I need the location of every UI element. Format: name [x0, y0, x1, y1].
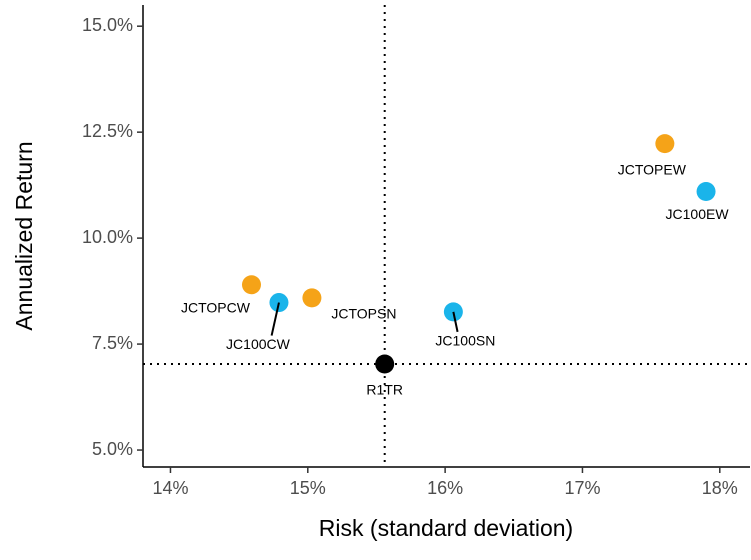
y-tick-label: 7.5%	[92, 333, 133, 353]
x-axis-title: Risk (standard deviation)	[319, 515, 573, 541]
y-tick-label: 5.0%	[92, 439, 133, 459]
point	[302, 288, 322, 308]
label-leader	[452, 311, 459, 333]
y-tick-label: 12.5%	[82, 121, 133, 141]
y-tick-label: 15.0%	[82, 15, 133, 35]
x-tick-label: 18%	[702, 478, 738, 498]
point-label: R1TR	[366, 382, 403, 398]
point	[696, 181, 716, 201]
point-label: JCTOPSN	[331, 306, 396, 322]
x-tick-label: 14%	[152, 478, 188, 498]
x-tick-label: 17%	[564, 478, 600, 498]
y-axis-title: Annualized Return	[11, 141, 37, 330]
point-label: JC100CW	[226, 336, 291, 352]
label-leader	[270, 302, 280, 336]
x-tick-label: 15%	[290, 478, 326, 498]
x-tick-label: 16%	[427, 478, 463, 498]
point-label: JCTOPCW	[181, 299, 251, 315]
point-label: JCTOPEW	[618, 161, 687, 177]
point-label: JC100SN	[435, 333, 495, 349]
point	[655, 134, 675, 154]
point	[375, 354, 395, 374]
point	[241, 275, 261, 295]
y-tick-label: 10.0%	[82, 227, 133, 247]
point-label: JC100EW	[666, 206, 730, 222]
